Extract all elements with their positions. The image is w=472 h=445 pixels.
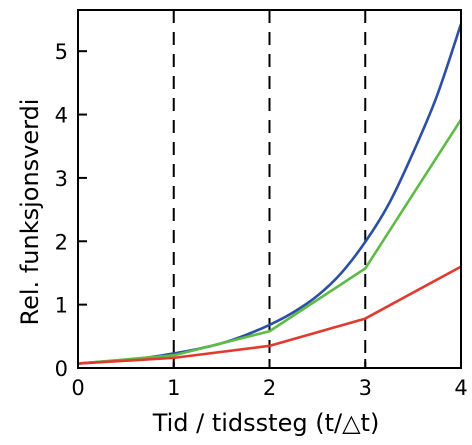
x-tick-label-4: 4	[454, 376, 467, 400]
y-tick-label-4: 4	[55, 104, 68, 128]
axis-ticks: 0 1 2 3 4 0 1 2 3 4 5	[55, 40, 468, 400]
series-line-3	[77, 265, 462, 365]
y-tick-label-5: 5	[55, 40, 68, 64]
y-tick-label-2: 2	[55, 230, 68, 254]
x-tick-label-1: 1	[167, 376, 180, 400]
x-tick-label-3: 3	[359, 376, 372, 400]
y-tick-label-3: 3	[55, 167, 68, 191]
x-axis-label: Tid / tidssteg (t/△t)	[152, 409, 380, 437]
series-line-2	[77, 118, 463, 365]
x-tick-label-2: 2	[263, 376, 276, 400]
y-tick-label-0: 0	[55, 357, 68, 381]
x-tick-label-0: 0	[71, 376, 84, 400]
y-tick-label-1: 1	[55, 294, 68, 318]
y-axis-label: Rel. funksjonsverdi	[16, 99, 44, 326]
series-lines	[77, 23, 463, 365]
